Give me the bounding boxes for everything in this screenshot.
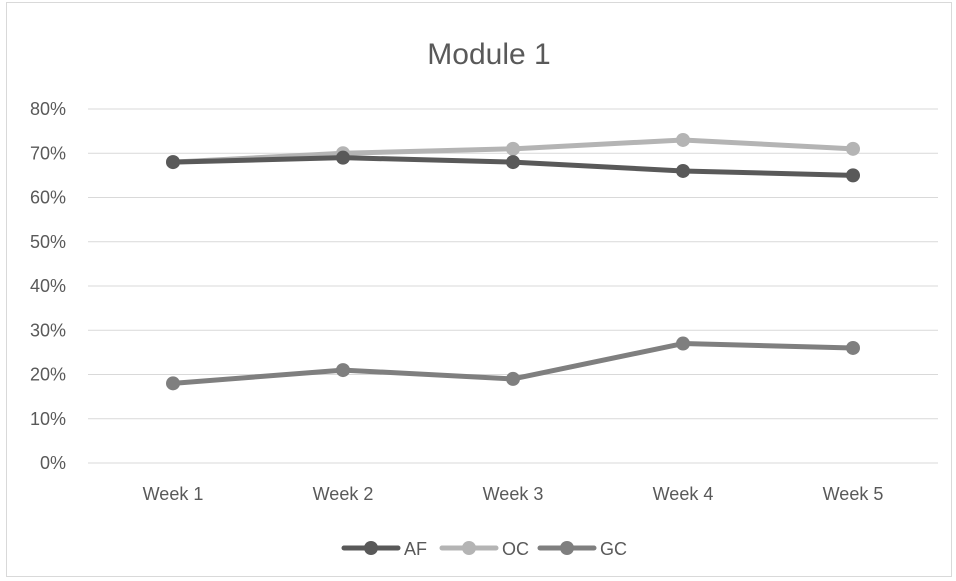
legend: AF OC GC [341,539,627,559]
x-tick-label: Week 4 [653,484,714,504]
series-gc-point [506,371,520,386]
chart-title: Module 1 [427,38,550,71]
x-tick-label: Week 1 [143,484,204,504]
y-tick-label: 30% [30,320,66,340]
series-gc-point [166,376,180,391]
x-tick-label: Week 3 [483,484,544,504]
legend-label: OC [502,539,529,559]
series-af-point [846,168,860,183]
y-tick-label: 70% [30,143,66,163]
series-gc-point [846,340,860,355]
series-af [166,150,860,183]
x-tick-label: Week 2 [313,484,374,504]
series-af-point [506,155,520,170]
series-af-point [676,163,690,178]
chart-frame [6,2,952,577]
legend-swatch-marker [560,541,574,555]
y-tick-label: 40% [30,276,66,296]
y-tick-label: 60% [30,188,66,208]
series-af-point [336,150,350,165]
y-tick-label: 80% [30,99,66,119]
gridlines [88,108,938,464]
series-layer [166,132,860,391]
legend-item-af: AF [341,539,427,559]
legend-swatch-marker [462,541,476,555]
legend-label: AF [404,539,427,559]
legend-item-gc: GC [537,539,627,559]
legend-item-oc: OC [439,539,529,559]
series-oc-point [506,141,520,156]
series-oc-point [846,141,860,156]
y-axis: 0% 10% 20% 30% 40% 50% 60% 70% 80% [30,99,66,473]
y-tick-label: 10% [30,409,66,429]
x-axis: Week 1 Week 2 Week 3 Week 4 Week 5 [143,484,884,504]
legend-label: GC [600,539,627,559]
series-gc [166,336,860,391]
x-tick-label: Week 5 [823,484,884,504]
series-af-point [166,155,180,170]
series-gc-point [336,363,350,378]
y-tick-label: 50% [30,232,66,252]
legend-swatch-marker [364,541,378,555]
y-tick-label: 0% [40,453,66,473]
series-oc-point [676,132,690,147]
series-gc-point [676,336,690,351]
y-tick-label: 20% [30,365,66,385]
